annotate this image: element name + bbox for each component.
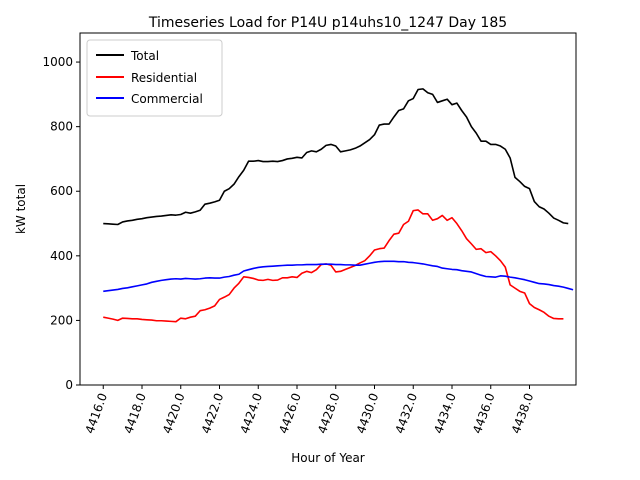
chart-title: Timeseries Load for P14U p14uhs10_1247 D… [148, 15, 507, 31]
y-tick-label: 200 [50, 313, 73, 327]
x-tick-label: 4438.0 [509, 391, 537, 435]
series-line-total [103, 88, 569, 226]
x-tick-label: 4420.0 [160, 391, 188, 435]
series-line-residential [103, 209, 564, 323]
x-tick-label: 4436.0 [470, 391, 498, 435]
y-tick-label: 400 [50, 249, 73, 263]
plot-frame [79, 32, 577, 386]
x-tick-label: 4428.0 [315, 391, 343, 435]
x-tick-label: 4424.0 [238, 391, 266, 435]
y-axis-label: kW total [14, 184, 28, 234]
y-tick-label: 0 [65, 378, 73, 392]
x-axis-ticks: 4416.0 4418.0 4420.0 4422.0 4424.0 4426.0 4428… [83, 385, 537, 435]
x-tick-label: 4434.0 [431, 391, 459, 435]
x-tick-label: 4416.0 [83, 391, 111, 435]
series-lines [103, 88, 574, 323]
x-axis-label: Hour of Year [291, 451, 365, 465]
x-tick-label: 4426.0 [276, 391, 304, 435]
x-tick-label: 4430.0 [354, 391, 382, 435]
y-tick-label: 600 [50, 184, 73, 198]
series-line-commercial [103, 260, 574, 293]
legend-label-commercial: Commercial [131, 92, 203, 106]
x-tick-label: 4422.0 [199, 391, 227, 435]
y-tick-label: 1000 [42, 55, 73, 69]
y-axis-ticks: 0 200 400 600 800 1000 [42, 55, 80, 392]
x-tick-label: 4418.0 [121, 391, 149, 435]
legend: Total Residential Commercial [86, 39, 223, 117]
legend-label-residential: Residential [131, 71, 197, 85]
legend-label-total: Total [130, 49, 159, 63]
x-tick-label: 4432.0 [393, 391, 421, 435]
y-tick-label: 800 [50, 120, 73, 134]
